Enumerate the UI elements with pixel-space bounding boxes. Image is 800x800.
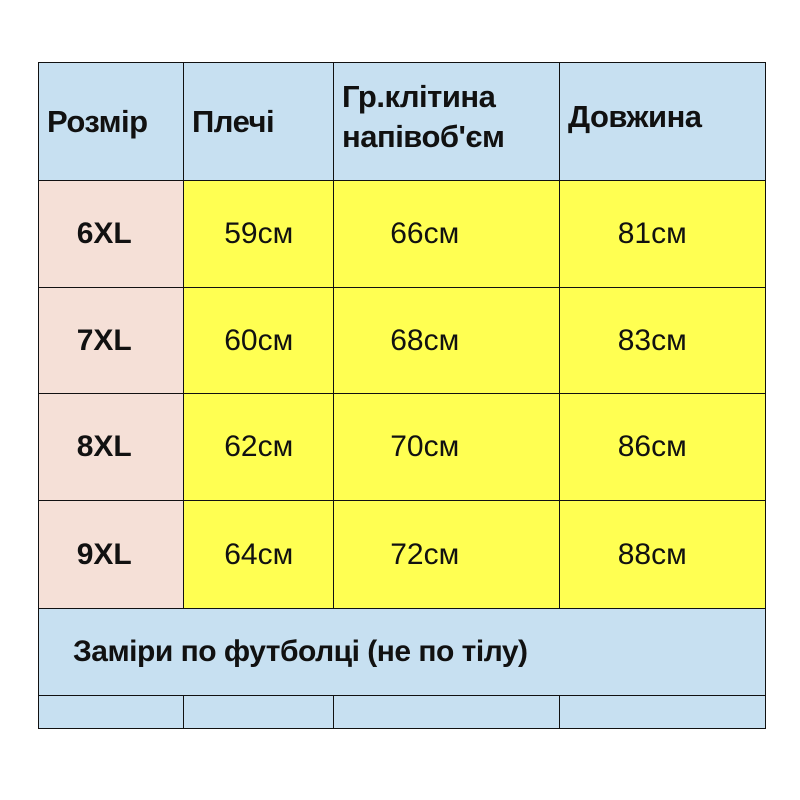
header-size-text: Розмір — [47, 103, 148, 139]
value-cell-chest-text: 72см — [390, 537, 460, 571]
empty-bottom-cell — [38, 695, 185, 729]
value-cell-chest: 66см — [333, 180, 561, 289]
size-cell-text: 8XL — [76, 430, 132, 464]
value-cell-shoulders-text: 59см — [224, 217, 294, 251]
value-cell-length: 83см — [559, 287, 766, 395]
value-cell-length: 86см — [559, 393, 766, 502]
header-chest: Гр.клітина напівоб'єм — [333, 62, 561, 182]
size-cell-text: 7XL — [76, 323, 132, 357]
value-cell-shoulders: 62см — [183, 393, 335, 502]
value-cell-chest-text: 70см — [390, 430, 460, 464]
value-cell-length-text: 88см — [617, 537, 687, 571]
empty-bottom-cell — [333, 695, 561, 729]
size-cell: 9XL — [38, 500, 185, 610]
value-cell-length-text: 83см — [617, 323, 687, 357]
value-cell-shoulders-text: 60см — [224, 323, 294, 357]
value-cell-chest: 68см — [333, 287, 561, 395]
size-cell: 6XL — [38, 180, 185, 289]
size-cell-text: 9XL — [76, 537, 132, 571]
value-cell-length-text: 81см — [617, 217, 687, 251]
value-cell-shoulders-text: 62см — [224, 430, 294, 464]
value-cell-chest: 70см — [333, 393, 561, 502]
value-cell-chest-text: 66см — [390, 217, 460, 251]
footer-note-text: Заміри по футболці (не по тілу) — [73, 635, 528, 669]
value-cell-chest-text: 68см — [390, 323, 460, 357]
size-cell: 7XL — [38, 287, 185, 395]
header-shoulders-text: Плечі — [192, 103, 275, 139]
size-cell-text: 6XL — [76, 217, 132, 251]
header-length: Довжина — [559, 62, 766, 182]
header-length-text: Довжина — [568, 98, 702, 134]
value-cell-shoulders: 60см — [183, 287, 335, 395]
value-cell-length-text: 86см — [617, 430, 687, 464]
value-cell-length: 81см — [559, 180, 766, 289]
header-shoulders: Плечі — [183, 62, 335, 182]
value-cell-shoulders: 64см — [183, 500, 335, 610]
empty-bottom-cell — [559, 695, 766, 729]
footer-note: Заміри по футболці (не по тілу) — [38, 608, 766, 697]
value-cell-shoulders-text: 64см — [224, 537, 294, 571]
value-cell-shoulders: 59см — [183, 180, 335, 289]
header-chest-text: Гр.клітина напівоб'єм — [342, 78, 505, 154]
header-size: Розмір — [38, 62, 185, 182]
empty-bottom-cell — [183, 695, 335, 729]
value-cell-chest: 72см — [333, 500, 561, 610]
value-cell-length: 88см — [559, 500, 766, 610]
size-cell: 8XL — [38, 393, 185, 502]
